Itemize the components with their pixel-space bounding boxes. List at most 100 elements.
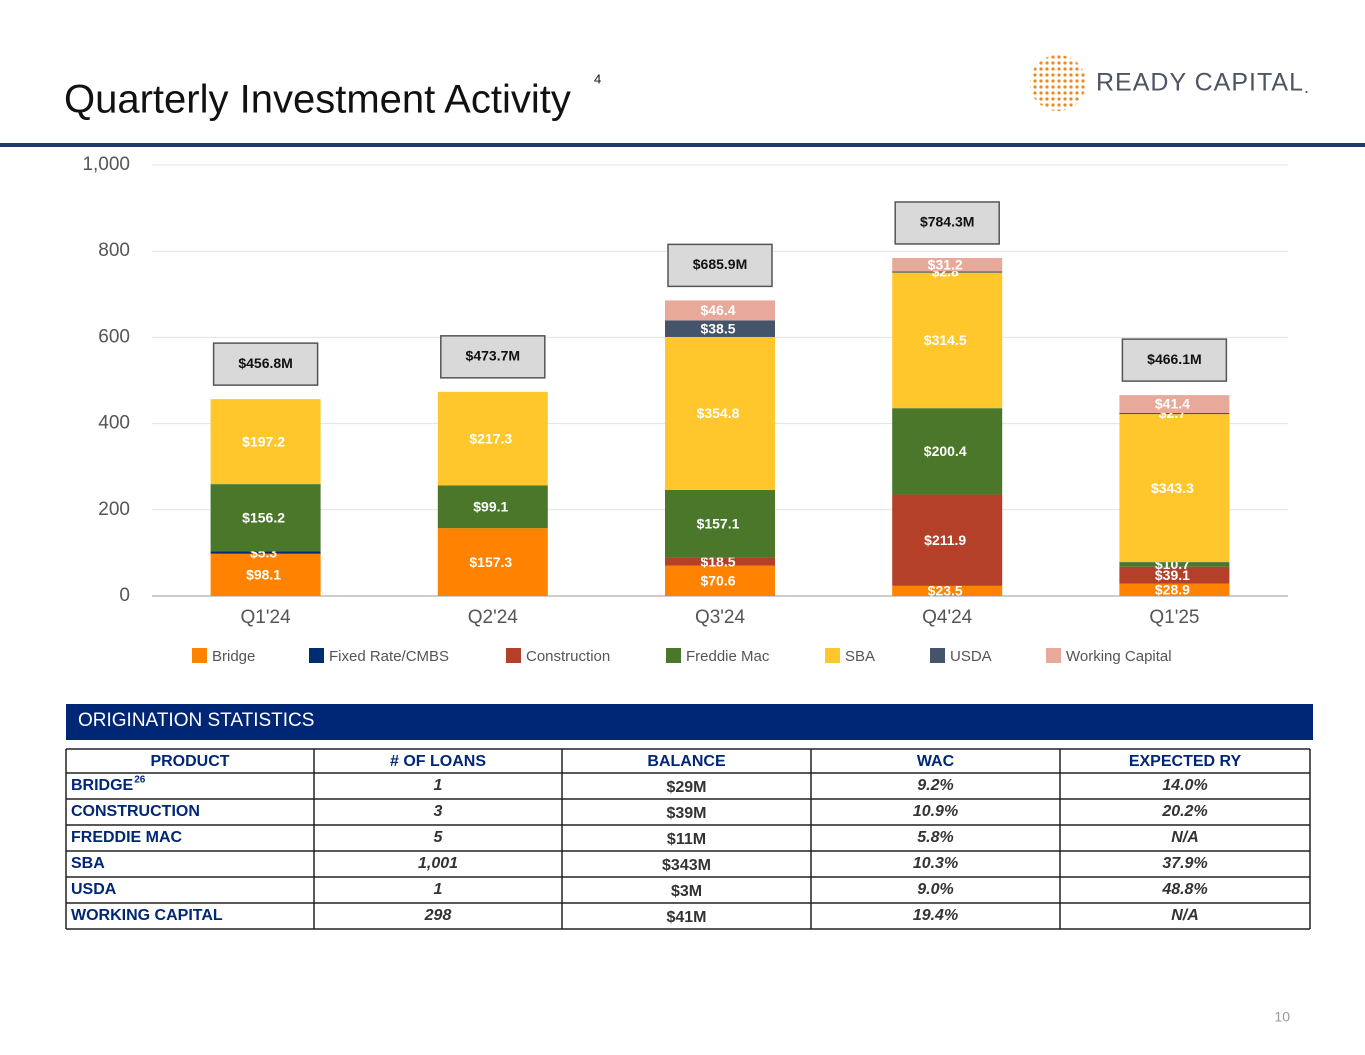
data-label: $39.1	[1155, 567, 1190, 583]
y-tick-label: 200	[98, 499, 130, 520]
bar-segment	[665, 300, 775, 321]
table: PRODUCT # OF LOANS BALANCE WAC EXPECTED RY BR…	[65, 748, 1311, 930]
table-cell: N/A	[1171, 907, 1199, 924]
data-label: $46.4	[700, 302, 735, 318]
table-cell: 3	[434, 803, 443, 820]
total-label: $466.1M	[1147, 351, 1201, 367]
bar-segment	[210, 484, 321, 552]
column-header: EXPECTED RY	[1129, 753, 1242, 770]
data-label: $211.9	[924, 532, 966, 548]
data-label: $70.6	[700, 572, 735, 588]
bar-segment	[892, 257, 1003, 272]
page-number: 10	[1274, 1009, 1290, 1025]
bar-segment	[1119, 395, 1230, 413]
bar-segment	[1119, 412, 1230, 415]
bar-segment	[1119, 583, 1230, 596]
cell-footnote: 26	[134, 775, 146, 786]
data-label: $217.3	[469, 430, 512, 446]
table-cell: SBA	[71, 855, 105, 872]
data-label: $156.2	[242, 509, 285, 525]
table-title: ORIGINATION STATISTICS	[78, 710, 314, 731]
y-tick-label: 400	[98, 413, 130, 434]
bar-segment	[210, 399, 321, 485]
x-tick-label: Q2'24	[468, 607, 519, 628]
data-label: $157.1	[697, 515, 740, 531]
table-cell: $11M	[667, 831, 706, 848]
bar-segment	[892, 408, 1003, 495]
table-cell: 5.8%	[917, 829, 953, 846]
bar-segment	[665, 336, 775, 490]
x-tick-label: Q1'24	[241, 607, 292, 628]
total-label: $456.8M	[238, 355, 292, 371]
total-label: $784.3M	[920, 214, 974, 230]
table-cell: N/A	[1171, 829, 1199, 846]
table-cell: 19.4%	[913, 907, 958, 924]
x-tick-label: Q4'24	[922, 607, 973, 628]
table-cell: USDA	[71, 881, 117, 898]
legend-swatch	[192, 648, 207, 663]
bar-segment	[437, 528, 548, 596]
x-tick-label: Q1'25	[1149, 607, 1199, 628]
data-label: $354.8	[697, 405, 740, 421]
bar-segment	[1119, 414, 1230, 563]
bar-segment	[892, 494, 1003, 586]
data-label: $99.1	[473, 499, 508, 515]
bar-segment	[665, 565, 775, 596]
table-cell: $41M	[666, 909, 706, 926]
bar-segment	[437, 391, 548, 486]
bar-segment	[437, 485, 548, 529]
y-tick-label: 0	[119, 585, 130, 606]
bar-segment	[1119, 566, 1230, 584]
total-box	[894, 201, 1000, 245]
total-box	[440, 335, 546, 379]
data-label: $314.5	[924, 332, 967, 348]
table-cell: CONSTRUCTION	[71, 803, 200, 820]
legend-label: SBA	[845, 648, 875, 665]
table-cell: WORKING CAPITAL	[71, 907, 223, 924]
total-box	[1121, 338, 1228, 382]
table-cell: 5	[434, 829, 444, 846]
legend-label: Construction	[526, 648, 610, 665]
legend-label: Working Capital	[1066, 648, 1172, 665]
table-cell: $3M	[671, 883, 702, 900]
bar-segment	[665, 557, 775, 566]
total-label: $685.9M	[693, 256, 747, 272]
bar-segment	[892, 271, 1003, 273]
bar-segment	[665, 489, 775, 558]
legend-label: Freddie Mac	[686, 648, 770, 665]
logo-text: READY CAPITAL	[1096, 69, 1304, 97]
bar-segment	[210, 553, 321, 596]
data-label: $98.1	[246, 567, 281, 583]
title-footnote: 4	[594, 71, 601, 86]
legend-swatch	[309, 648, 324, 663]
legend-label: Bridge	[212, 648, 255, 665]
table-cell: 10.9%	[913, 803, 958, 820]
legend-label: Fixed Rate/CMBS	[329, 648, 449, 665]
header-rule	[0, 143, 1365, 147]
slide-title: Quarterly Investment Activity	[64, 78, 571, 122]
data-label: $23.5	[928, 583, 963, 599]
table-cell: 9.2%	[917, 777, 953, 794]
data-label: $28.9	[1155, 581, 1190, 597]
x-tick-label: Q3'24	[695, 607, 746, 628]
column-header: # OF LOANS	[390, 753, 486, 770]
y-tick-label: 800	[98, 240, 130, 261]
bar-segment	[665, 320, 775, 337]
table-cell: 1	[434, 881, 443, 898]
data-label: $157.3	[469, 554, 512, 570]
table-cell: 37.9%	[1162, 855, 1207, 872]
chart: 02004006008001,000$98.1$5.3$156.2$197.2Q…	[82, 154, 1288, 665]
y-tick-label: 600	[98, 326, 130, 347]
logo-dot: .	[1304, 77, 1309, 97]
legend-label: USDA	[950, 648, 992, 665]
bar-segment	[210, 551, 321, 554]
table-cell: 10.3%	[913, 855, 958, 872]
legend-swatch	[506, 648, 521, 663]
legend-swatch	[1046, 648, 1061, 663]
legend-swatch	[666, 648, 681, 663]
bar-segment	[892, 585, 1003, 596]
table-cell: $343M	[662, 857, 711, 874]
table-cell: $39M	[666, 805, 706, 822]
